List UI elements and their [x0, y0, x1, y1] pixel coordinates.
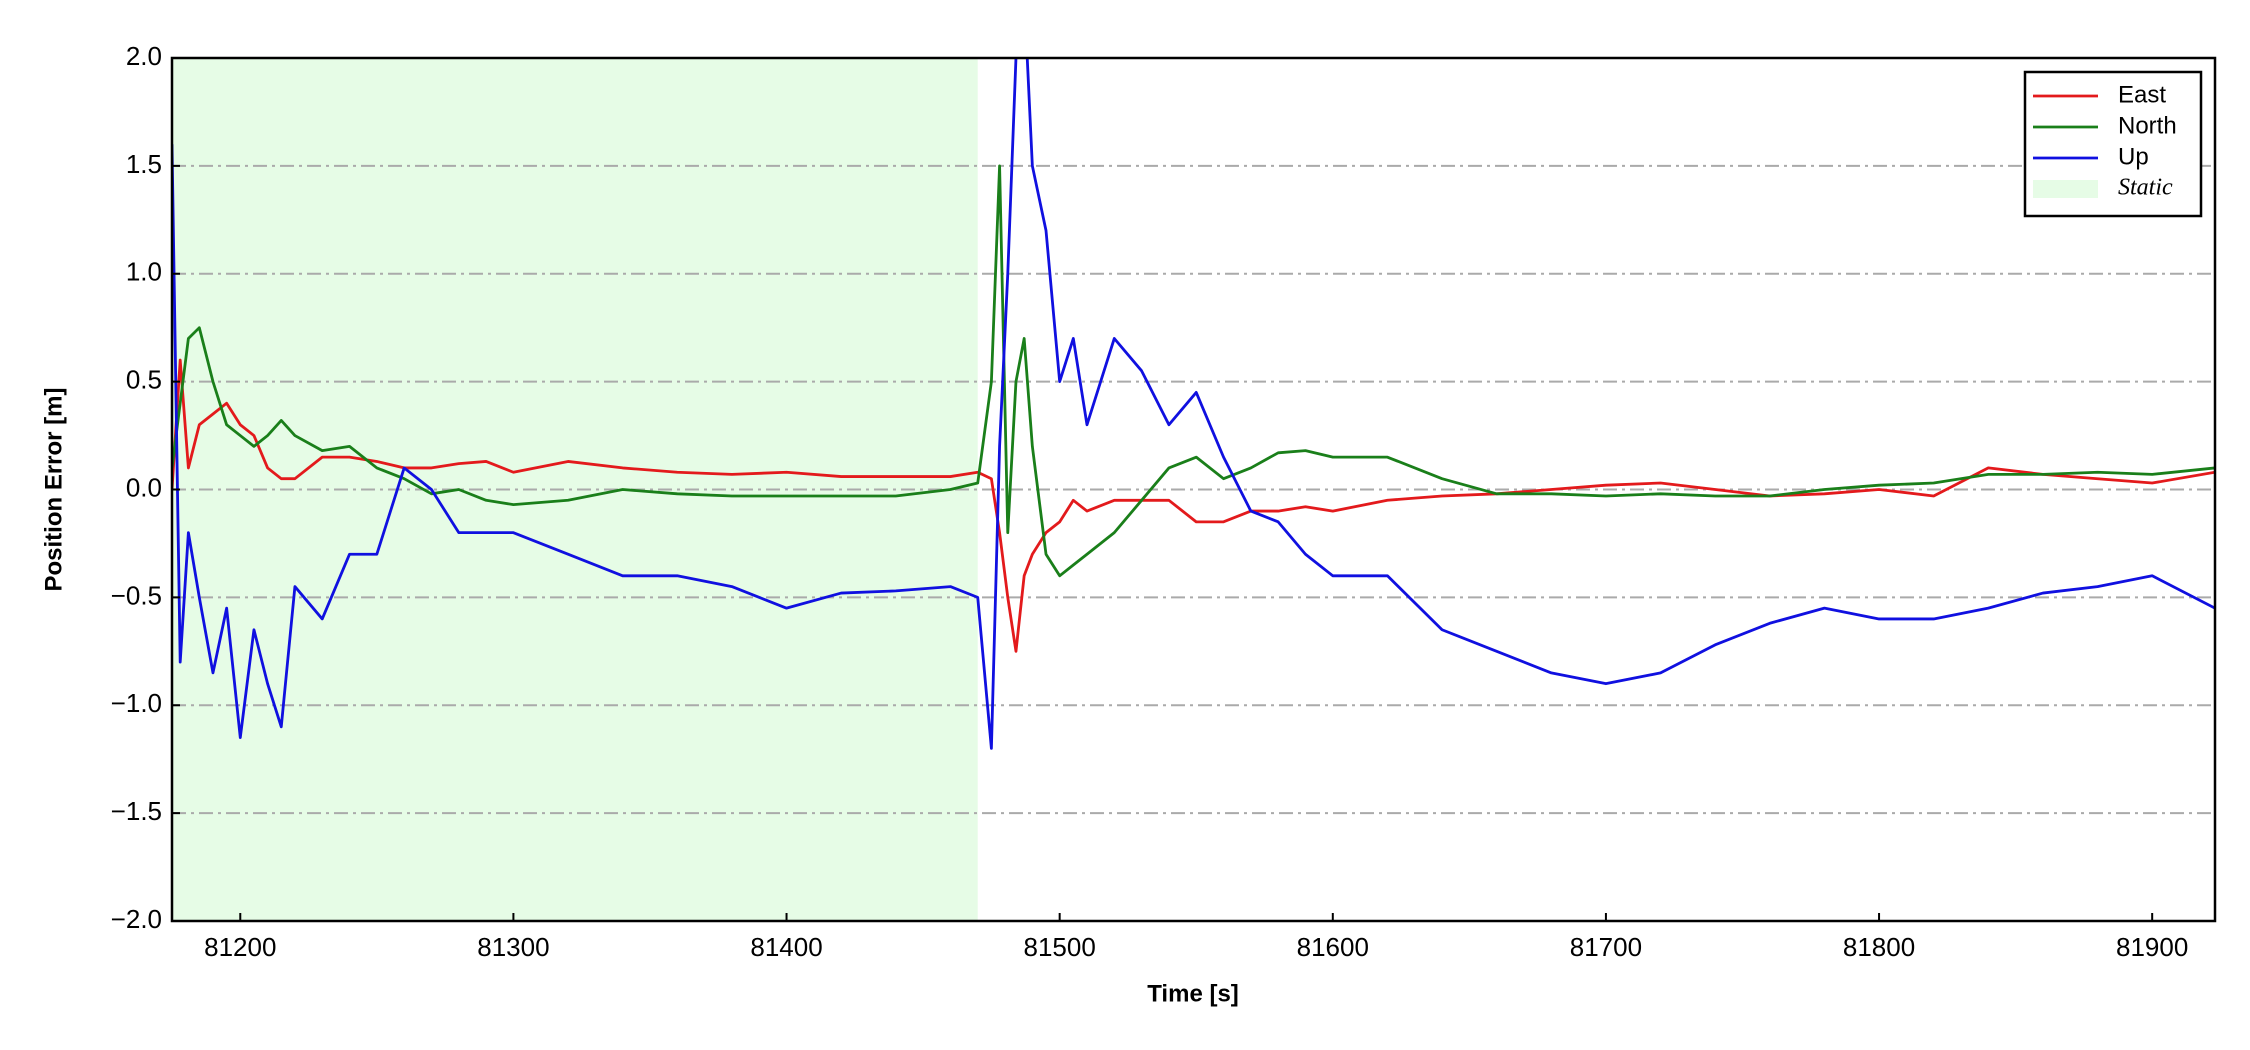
static-span — [172, 58, 978, 921]
y-tick-label: 0.5 — [126, 365, 162, 395]
y-tick-label: −0.5 — [111, 580, 162, 610]
y-axis-label: Position Error [m] — [40, 387, 67, 591]
y-tick-label: −1.5 — [111, 796, 162, 826]
series-line — [172, 358, 2215, 653]
legend-label: North — [2118, 112, 2177, 139]
x-tick-label: 81500 — [1024, 932, 1096, 962]
y-tick-label: −1.0 — [111, 688, 162, 718]
y-tick-label: 0.0 — [126, 472, 162, 502]
y-tick-label: 2.0 — [126, 41, 162, 71]
legend-label: East — [2118, 81, 2166, 108]
series-line — [172, 164, 2215, 578]
x-axis-label: Time [s] — [1147, 980, 1239, 1007]
legend-swatch — [2033, 180, 2098, 198]
y-tick-label: 1.0 — [126, 257, 162, 287]
x-tick-label: 81600 — [1297, 932, 1369, 962]
legend-label: Static — [2118, 175, 2173, 201]
x-tick-label: 81200 — [204, 932, 276, 962]
x-tick-label: 81400 — [750, 932, 822, 962]
x-tick-label: 81700 — [1570, 932, 1642, 962]
x-tick-label: 81900 — [2116, 932, 2188, 962]
plot-frame — [170, 56, 2217, 923]
series-line — [172, 58, 2215, 750]
y-tick-label: −2.0 — [111, 904, 162, 934]
legend-label: Up — [2118, 143, 2149, 170]
x-tick-label: 81300 — [477, 932, 549, 962]
x-tick-label: 81800 — [1843, 932, 1915, 962]
y-tick-label: 1.5 — [126, 149, 162, 179]
